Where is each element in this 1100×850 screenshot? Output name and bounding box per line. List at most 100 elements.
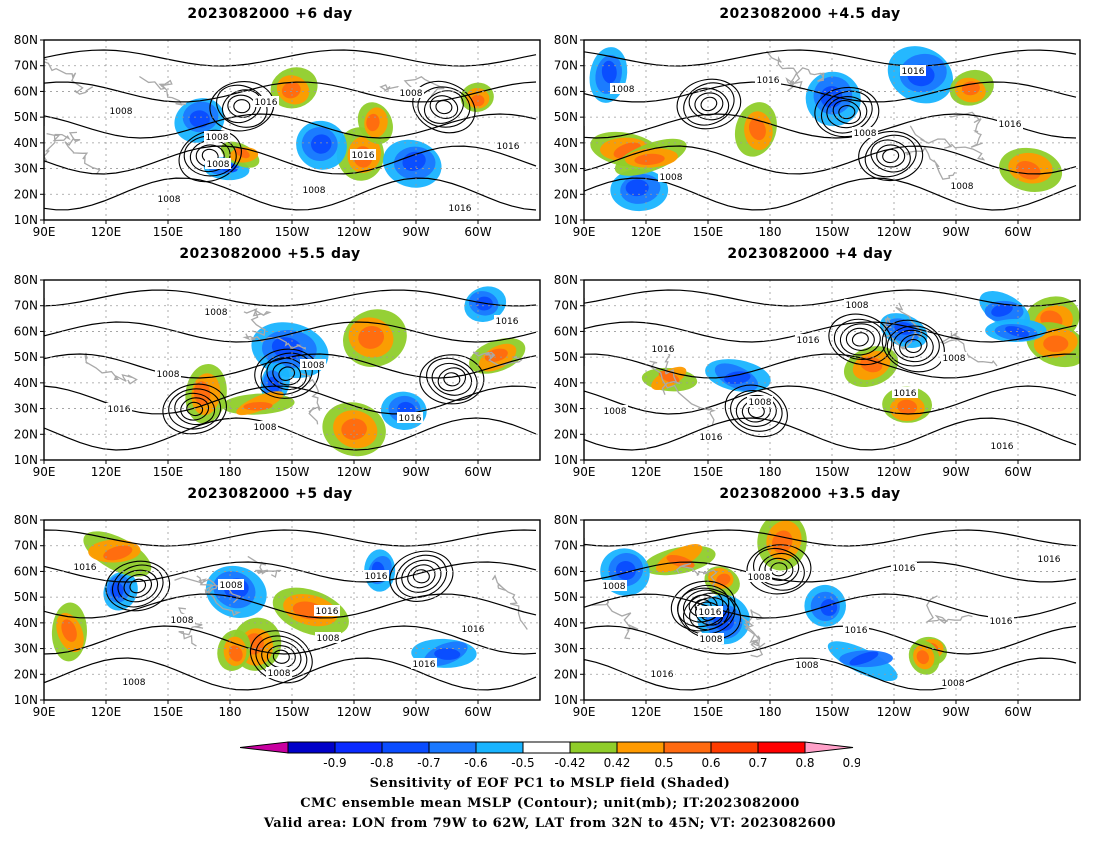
lon-tick-label: 180	[759, 465, 782, 479]
coastline	[739, 614, 766, 658]
lat-tick-label: 60N	[14, 564, 38, 578]
lat-tick-label: 70N	[554, 539, 578, 553]
isobar	[44, 289, 537, 307]
isobar	[44, 321, 537, 343]
svg-text:1008: 1008	[400, 89, 423, 99]
svg-text:1008: 1008	[748, 573, 771, 583]
lat-tick-label: 60N	[14, 324, 38, 338]
lat-tick-label: 70N	[14, 539, 38, 553]
coastline	[84, 352, 138, 385]
isobar-label: 1016	[253, 96, 279, 108]
isobar-label: 1016	[460, 623, 486, 635]
lat-tick-label: 50N	[14, 350, 38, 364]
svg-text:1008: 1008	[660, 173, 683, 183]
lon-tick-label: 60W	[1004, 705, 1031, 719]
svg-text:1008: 1008	[254, 423, 277, 433]
isobar-label: 1016	[697, 606, 723, 618]
map-panel-day-5: 2023082000 +5 day 1016 1016 1016 1008 1008 10…	[0, 486, 541, 726]
svg-text:1016: 1016	[449, 204, 472, 214]
isobar-label: 1016	[411, 658, 437, 670]
isobar	[584, 385, 1077, 415]
lat-tick-label: 20N	[14, 427, 38, 441]
isobar-label: 1008	[218, 579, 244, 591]
coastline	[491, 574, 528, 630]
colorbar-label: -0.5	[511, 756, 534, 770]
svg-text:1016: 1016	[845, 626, 868, 636]
isobar-label: 1008	[601, 580, 627, 592]
lon-tick-label: 60W	[1004, 465, 1031, 479]
lon-tick-label: 120E	[631, 225, 662, 239]
isobar-label: 1016	[397, 412, 423, 424]
coastline	[925, 595, 973, 624]
lat-tick-label: 60N	[14, 84, 38, 98]
lat-tick-label: 70N	[554, 299, 578, 313]
isobar-label: 1008	[747, 396, 773, 408]
lon-tick-label: 90E	[33, 705, 56, 719]
lon-tick-label: 120W	[877, 465, 912, 479]
isobar-label: 1016	[650, 343, 676, 355]
svg-text:1008: 1008	[603, 582, 626, 592]
isobar-label: 1008	[698, 633, 724, 645]
isobar	[44, 49, 537, 67]
isobar	[44, 593, 537, 619]
isobar	[44, 625, 537, 655]
map-plot: 1016 1016 1016 1008 1008 1016 1016 1008 1008 1008…	[14, 513, 541, 719]
isobar-label: 1016	[989, 440, 1015, 452]
isobar	[584, 113, 1077, 139]
lon-tick-label: 150W	[275, 465, 310, 479]
colorbar-under-arrow	[240, 741, 289, 754]
caption-line-1: Sensitivity of EOF PC1 to MSLP field (Sh…	[369, 776, 731, 791]
svg-text:1008: 1008	[846, 301, 869, 311]
coastline	[939, 332, 998, 367]
isobar-label: 1008	[301, 184, 327, 196]
isobar	[584, 625, 1077, 655]
isobar-label: 1016	[447, 202, 473, 214]
isobar-label: 1008	[794, 659, 820, 671]
lat-tick-label: 60N	[554, 564, 578, 578]
lon-tick-label: 150W	[815, 705, 850, 719]
lon-tick-label: 150E	[153, 705, 184, 719]
lon-tick-label: 120E	[91, 225, 122, 239]
isobar-label: 1016	[72, 561, 98, 573]
isobar-label: 1008	[155, 368, 181, 380]
svg-text:1016: 1016	[74, 563, 97, 573]
svg-text:1016: 1016	[1038, 555, 1061, 565]
isobar-label: 1008	[610, 83, 636, 95]
isobar-label: 1008	[203, 306, 229, 318]
isobar-label: 1016	[892, 387, 918, 399]
colorbar-segment	[334, 741, 383, 754]
svg-text:1008: 1008	[612, 85, 635, 95]
svg-text:1016: 1016	[699, 608, 722, 618]
caption-line-3: Valid area: LON from 79W to 62W, LAT fro…	[263, 816, 837, 831]
map-panel-day-4: 2023082000 +4 day 1016 1016 1016 1016 1016 10…	[540, 246, 1081, 486]
svg-text:1008: 1008	[854, 129, 877, 139]
coastline	[743, 609, 764, 646]
colorbar-segment	[475, 741, 524, 754]
isobar-label: 1008	[746, 571, 772, 583]
isobar-label: 1008	[315, 632, 341, 644]
isobar	[584, 145, 1077, 175]
svg-text:1016: 1016	[352, 151, 375, 161]
svg-text:1008: 1008	[110, 107, 133, 117]
svg-text:1016: 1016	[496, 317, 519, 327]
lon-tick-label: 150W	[815, 465, 850, 479]
lat-tick-label: 40N	[14, 616, 38, 630]
lat-tick-label: 10N	[14, 693, 38, 707]
lon-tick-label: 120W	[877, 705, 912, 719]
isobar-label: 1008	[300, 359, 326, 371]
lat-tick-label: 20N	[554, 187, 578, 201]
lon-tick-label: 180	[219, 465, 242, 479]
isobar	[44, 529, 537, 547]
colorbar-label: -0.7	[417, 756, 440, 770]
lat-tick-label: 30N	[554, 642, 578, 656]
svg-text:1016: 1016	[902, 67, 925, 77]
svg-text:1016: 1016	[462, 625, 485, 635]
isobar-label: 1016	[755, 74, 781, 86]
map-panel-day-6: 2023082000 +6 day 1008 1008 1008 1016 1008 10…	[0, 6, 541, 246]
colorbar-label: -0.9	[323, 756, 346, 770]
lon-tick-label: 90W	[942, 465, 969, 479]
lat-tick-label: 30N	[14, 402, 38, 416]
isobar	[584, 353, 1077, 379]
lon-tick-label: 90E	[33, 465, 56, 479]
lon-tick-label: 150E	[153, 465, 184, 479]
